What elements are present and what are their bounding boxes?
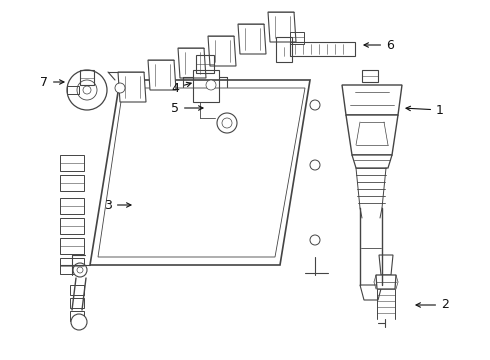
Bar — [193, 70, 219, 102]
Text: 7: 7 — [40, 76, 64, 89]
Bar — [60, 218, 84, 234]
Bar — [60, 258, 84, 274]
Polygon shape — [208, 36, 236, 66]
Text: 6: 6 — [364, 39, 394, 51]
Bar — [70, 298, 84, 308]
Bar — [60, 175, 84, 191]
Bar — [60, 155, 84, 171]
Polygon shape — [379, 255, 393, 275]
Bar — [67, 86, 79, 94]
Polygon shape — [268, 12, 296, 42]
Bar — [290, 42, 355, 56]
Polygon shape — [90, 80, 310, 265]
Bar — [60, 198, 84, 214]
Bar — [70, 285, 84, 295]
Text: 4: 4 — [171, 81, 191, 95]
Circle shape — [73, 263, 87, 277]
Text: 3: 3 — [104, 198, 131, 212]
Circle shape — [310, 235, 320, 245]
Circle shape — [71, 314, 87, 330]
Text: 2: 2 — [416, 298, 449, 311]
Circle shape — [77, 80, 97, 100]
Polygon shape — [342, 85, 402, 115]
Bar — [80, 70, 94, 85]
Polygon shape — [178, 48, 206, 78]
Circle shape — [310, 160, 320, 170]
Bar — [276, 37, 292, 62]
Polygon shape — [346, 115, 398, 155]
Bar — [362, 70, 378, 82]
Polygon shape — [118, 72, 146, 102]
Circle shape — [83, 86, 91, 94]
Bar — [290, 32, 304, 44]
Polygon shape — [360, 285, 382, 300]
Polygon shape — [148, 60, 176, 90]
Polygon shape — [376, 275, 396, 289]
Polygon shape — [352, 155, 392, 168]
Bar — [70, 311, 84, 321]
Bar — [196, 55, 214, 73]
Polygon shape — [238, 24, 266, 54]
Text: 1: 1 — [406, 104, 444, 117]
Circle shape — [67, 70, 107, 110]
Bar — [60, 238, 84, 254]
Circle shape — [217, 113, 237, 133]
Circle shape — [206, 80, 216, 90]
Circle shape — [310, 100, 320, 110]
Circle shape — [77, 267, 83, 273]
Text: 5: 5 — [171, 102, 203, 114]
Polygon shape — [98, 88, 305, 257]
Circle shape — [115, 83, 125, 93]
Circle shape — [222, 118, 232, 128]
